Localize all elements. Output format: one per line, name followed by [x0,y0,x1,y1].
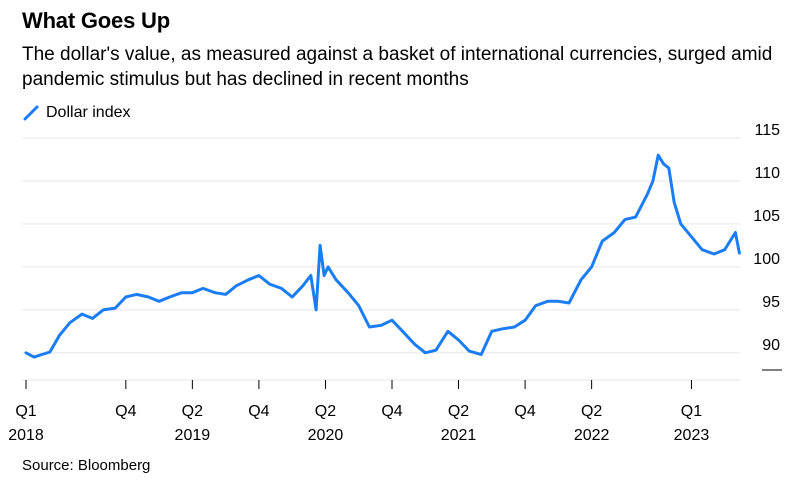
chart-subtitle: The dollar's value, as measured against … [22,44,773,90]
x-tick-year-label: 2021 [441,427,477,444]
x-tick-year-label: 2022 [574,427,610,444]
legend: Dollar index [22,104,130,122]
x-tick-year-label: 2018 [8,427,44,444]
x-tick-label: Q4 [381,403,402,420]
y-tick-label: 105 [753,208,780,225]
y-tick-label: 110 [754,165,780,182]
grid-lines [22,137,740,354]
x-tick-label: Q4 [115,403,136,420]
x-tick-label: Q2 [182,403,203,420]
y-axis-ticks: 90 95 100 105 110 115 [753,122,782,371]
chart-title: What Goes Up [22,8,170,33]
series-layer [24,153,741,359]
x-tick-year-label: 2023 [674,427,710,444]
source-note: Source: Bloomberg [22,457,151,474]
x-tick-label: Q2 [315,403,336,420]
x-tick-label: Q1 [15,403,36,420]
x-axis-ticks: Q1 2018 Q4 Q2 2019 Q4 Q2 2020 Q4 Q2 2021 Q4 Q2 2022 Q1… [8,379,740,444]
x-tick-year-label: 2020 [308,427,344,444]
line-swatch-icon [23,105,39,121]
x-tick-label: Q4 [514,403,535,420]
y-tick-label: 90 [762,337,780,354]
y-tick-label: 95 [762,294,780,311]
y-tick-label: 100 [753,251,780,268]
x-tick-label: Q2 [448,403,469,420]
x-tick-year-label: 2019 [175,427,211,444]
x-tick-label: Q1 [681,403,702,420]
legend-label: Dollar index [46,104,131,121]
x-tick-label: Q2 [581,403,602,420]
series-line-dollar-index [24,153,741,359]
x-tick-label: Q4 [248,403,269,420]
y-tick-label: 115 [754,122,780,139]
